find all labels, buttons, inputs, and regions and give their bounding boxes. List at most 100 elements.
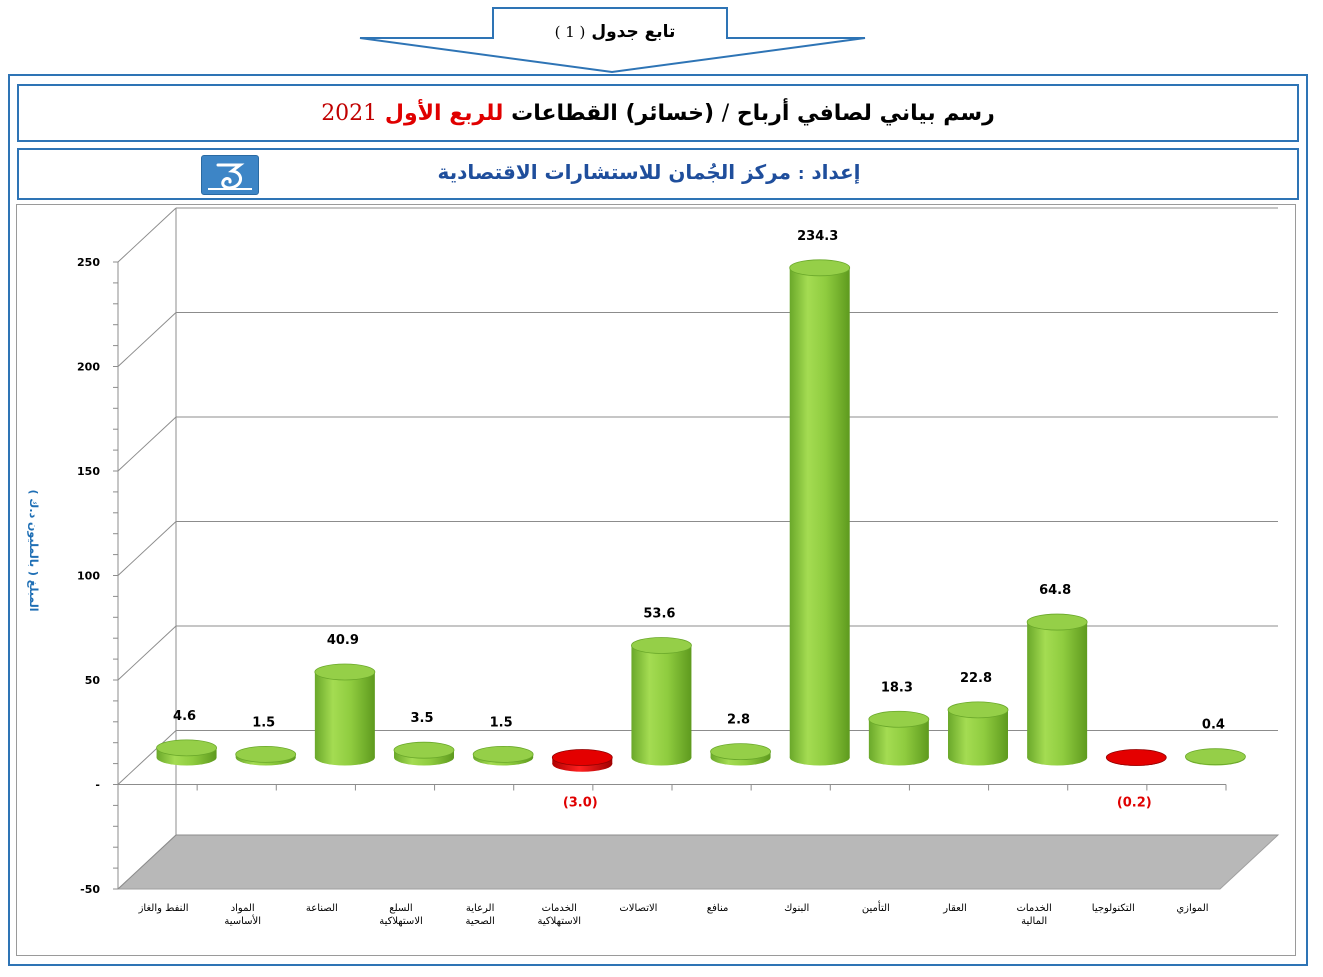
category-label-line: الموازي bbox=[1176, 903, 1208, 914]
gridline-depth bbox=[117, 834, 177, 890]
chart-area bbox=[16, 204, 1296, 956]
category-label-line: النفط والغاز bbox=[138, 903, 189, 914]
source-box: إعداد : مركز الجُمان للاستشارات الاقتصاد… bbox=[17, 148, 1299, 200]
banner-number: ( 1 ) bbox=[554, 23, 586, 41]
bar-2 bbox=[314, 663, 376, 766]
bar-top bbox=[472, 745, 534, 763]
bar-body bbox=[1027, 622, 1088, 758]
category-label-line: العقار bbox=[942, 903, 967, 914]
bar-3 bbox=[393, 741, 455, 766]
title-part1: رسم بياني لصافي أرباح bbox=[736, 100, 995, 126]
category-label: الصناعة bbox=[306, 903, 338, 914]
category-label: السلع الاستهلاكية bbox=[379, 903, 423, 927]
data-label: 0.4 bbox=[1202, 718, 1225, 733]
bar-11 bbox=[1026, 613, 1088, 766]
category-label: البنوك bbox=[784, 903, 809, 914]
bar-top bbox=[393, 741, 455, 759]
bar-bottom bbox=[631, 749, 692, 766]
y-tick-label: 200 bbox=[77, 361, 100, 374]
y-tick-label: 250 bbox=[77, 256, 100, 269]
y-tick-label: - bbox=[95, 779, 100, 792]
gridline-depth bbox=[117, 416, 177, 472]
data-label: 18.3 bbox=[881, 680, 913, 695]
bar-top bbox=[156, 739, 217, 757]
bar-12 bbox=[1105, 749, 1167, 766]
bar-9 bbox=[868, 710, 930, 766]
banner-label: تابع جدول bbox=[591, 22, 676, 42]
bar-top bbox=[789, 259, 851, 277]
bar-top bbox=[868, 710, 930, 728]
continuation-banner: تابع جدول ( 1 ) bbox=[355, 4, 870, 76]
gridline-depth bbox=[117, 730, 177, 785]
source-label: إعداد bbox=[811, 160, 861, 184]
bar-7 bbox=[710, 743, 771, 766]
bar-top bbox=[314, 663, 376, 681]
category-label: النفط والغاز bbox=[138, 903, 189, 914]
category-label-line: الاستهلاكية bbox=[379, 916, 423, 927]
data-label: 53.6 bbox=[643, 606, 675, 621]
aljuman-logo bbox=[201, 155, 259, 195]
page-title: رسم بياني لصافي أرباح / (خسائر) القطاعات… bbox=[321, 101, 995, 126]
title-box: رسم بياني لصافي أرباح / (خسائر) القطاعات… bbox=[17, 84, 1299, 142]
category-label: الخدمات المالية bbox=[1016, 903, 1051, 927]
y-tick-label: -50 bbox=[80, 883, 100, 896]
bar-10 bbox=[947, 701, 1009, 766]
title-slash: / bbox=[721, 100, 730, 126]
category-label: المواد الأساسية bbox=[224, 903, 261, 927]
source-colon: : bbox=[797, 164, 805, 183]
bar-body bbox=[789, 267, 850, 758]
data-label: 64.8 bbox=[1039, 583, 1071, 598]
bar-body bbox=[314, 672, 375, 758]
bar-bottom bbox=[948, 749, 1008, 766]
category-label-line: الصحية bbox=[465, 916, 494, 927]
category-label-line: منافع bbox=[707, 903, 729, 914]
data-label: 40.9 bbox=[327, 633, 359, 648]
chart-floor bbox=[116, 834, 1280, 890]
title-period: للربع الأول bbox=[384, 100, 504, 126]
bar-bottom bbox=[314, 749, 375, 766]
data-label: 4.6 bbox=[173, 709, 196, 724]
gridline-depth bbox=[117, 521, 177, 576]
bar-bottom bbox=[789, 749, 850, 766]
data-label: (0.2) bbox=[1117, 796, 1152, 811]
title-part2: (خسائر) القطاعات bbox=[511, 100, 715, 126]
gridline-depth bbox=[117, 625, 177, 681]
bar-8 bbox=[789, 259, 851, 766]
down-arrow-shape bbox=[359, 7, 866, 74]
data-label: 234.3 bbox=[797, 229, 838, 244]
logo-glyph-icon bbox=[208, 163, 252, 190]
category-label-line: الرعاية bbox=[466, 903, 495, 914]
data-label: 3.5 bbox=[410, 711, 433, 726]
bar-bottom bbox=[868, 749, 929, 766]
category-label: التكنولوجيا bbox=[1092, 903, 1135, 914]
data-label: (3.0) bbox=[563, 796, 598, 811]
category-label-line: البنوك bbox=[784, 903, 809, 914]
category-label-line: الخدمات bbox=[1016, 903, 1051, 914]
category-label: التأمين bbox=[862, 900, 890, 914]
title-year: 2021 bbox=[321, 100, 378, 126]
bar-6 bbox=[631, 637, 692, 766]
category-label-line: التأمين bbox=[862, 900, 890, 914]
source-line: إعداد : مركز الجُمان للاستشارات الاقتصاد… bbox=[419, 160, 879, 184]
outer-frame bbox=[8, 74, 1308, 966]
y-tick-label: 50 bbox=[85, 674, 101, 687]
category-label: الاتصالات bbox=[619, 903, 657, 914]
gridline-depth bbox=[117, 207, 177, 263]
category-label-line: الصناعة bbox=[306, 903, 338, 914]
bar-top bbox=[710, 743, 771, 761]
category-label: الموازي bbox=[1176, 903, 1208, 914]
category-label-line: السلع bbox=[389, 903, 412, 914]
bar-bottom bbox=[1027, 749, 1088, 766]
category-label-line: التكنولوجيا bbox=[1092, 903, 1135, 914]
source-name: مركز الجُمان للاستشارات الاقتصادية bbox=[437, 160, 791, 184]
category-label-line: المالية bbox=[1021, 916, 1047, 927]
bar-top bbox=[551, 749, 613, 766]
y-axis-title: المبلغ ( بالمليون د.ك ) bbox=[27, 489, 40, 611]
bar-1 bbox=[235, 745, 297, 766]
banner-text: تابع جدول ( 1 ) bbox=[495, 22, 735, 42]
bar-body bbox=[631, 645, 692, 758]
bar-top bbox=[235, 745, 297, 763]
category-label-line: الأساسية bbox=[224, 914, 261, 927]
data-label: 1.5 bbox=[252, 715, 275, 730]
category-label: العقار bbox=[942, 903, 967, 914]
